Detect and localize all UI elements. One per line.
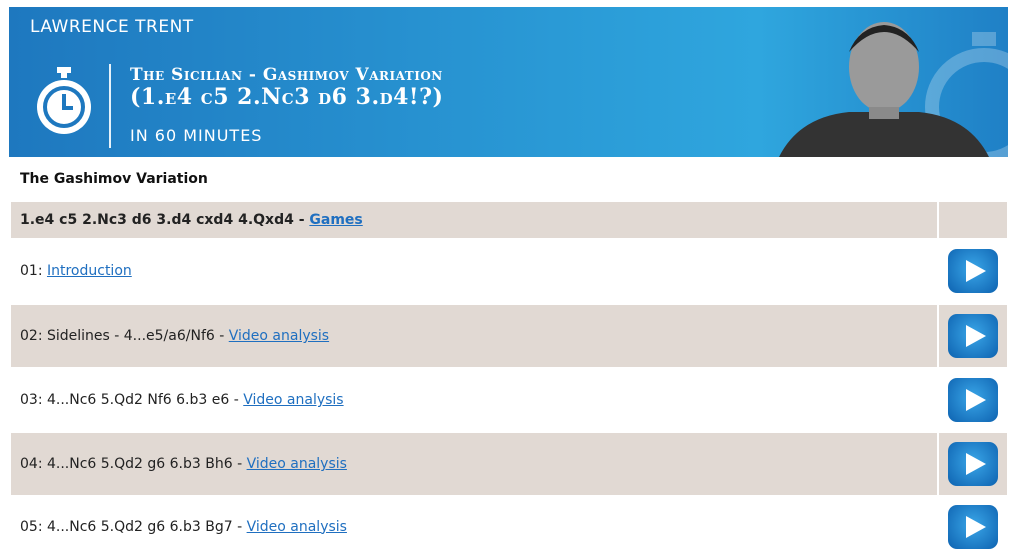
play-button[interactable]: [948, 249, 998, 293]
title-line-2: (1.e4 c5 2.Nc3 d6 3.d4!?): [130, 84, 444, 110]
play-button[interactable]: [948, 442, 998, 486]
title-line-1: The Sicilian - Gashimov Variation: [130, 65, 443, 85]
lesson-text: 05: 4...Nc6 5.Qd2 g6 6.b3 Bg7 -: [20, 518, 247, 535]
play-icon: [965, 389, 986, 411]
play-cell: [939, 369, 1007, 431]
games-link[interactable]: Games: [309, 212, 363, 228]
stopwatch-icon: [37, 67, 91, 134]
lesson-cell: 01: Introduction: [11, 240, 937, 302]
lesson-row: 05: 4...Nc6 5.Qd2 g6 6.b3 Bg7 - Video an…: [11, 497, 1007, 556]
lesson-row: 01: Introduction: [11, 240, 1007, 302]
header-empty-cell: [939, 202, 1007, 238]
lesson-cell: 03: 4...Nc6 5.Qd2 Nf6 6.b3 e6 - Video an…: [11, 369, 937, 431]
lesson-cell: 04: 4...Nc6 5.Qd2 g6 6.b3 Bh6 - Video an…: [11, 433, 937, 495]
course-banner: LAWRENCE TRENT The Sicilian - Gashimov V…: [9, 7, 1008, 157]
lesson-link[interactable]: Video analysis: [246, 518, 347, 535]
play-button[interactable]: [948, 314, 998, 358]
play-icon: [965, 453, 986, 475]
author-photo: [779, 7, 989, 157]
header-cell: 1.e4 c5 2.Nc3 d6 3.d4 cxd4 4.Qxd4 - Game…: [11, 202, 937, 238]
lesson-link[interactable]: Video analysis: [228, 328, 330, 344]
lesson-row: 02: Sidelines - 4...e5/a6/Nf6 - Video an…: [11, 305, 1007, 367]
lesson-text: 04: 4...Nc6 5.Qd2 g6 6.b3 Bh6 -: [20, 456, 247, 472]
header-text: 1.e4 c5 2.Nc3 d6 3.d4 cxd4 4.Qxd4 -: [20, 212, 305, 228]
lesson-link[interactable]: Video analysis: [243, 392, 344, 408]
lesson-text: 02: Sidelines - 4...e5/a6/Nf6 -: [20, 328, 229, 344]
section-title: The Gashimov Variation: [20, 171, 208, 187]
lesson-cell: 02: Sidelines - 4...e5/a6/Nf6 - Video an…: [11, 305, 937, 367]
play-button[interactable]: [948, 378, 998, 422]
play-button[interactable]: [948, 504, 998, 549]
play-cell: [939, 240, 1007, 302]
header-row: 1.e4 c5 2.Nc3 d6 3.d4 cxd4 4.Qxd4 - Game…: [11, 202, 1007, 238]
lesson-text: 03: 4...Nc6 5.Qd2 Nf6 6.b3 e6 -: [20, 392, 244, 408]
author-name: LAWRENCE TRENT: [30, 17, 194, 37]
lesson-text: 01:: [20, 263, 47, 279]
play-cell: [939, 433, 1007, 495]
play-cell: [939, 497, 1007, 556]
play-icon: [965, 325, 986, 347]
lesson-row: 04: 4...Nc6 5.Qd2 g6 6.b3 Bh6 - Video an…: [11, 433, 1007, 495]
lesson-row: 03: 4...Nc6 5.Qd2 Nf6 6.b3 e6 - Video an…: [11, 369, 1007, 431]
divider: [109, 64, 111, 148]
lesson-cell: 05: 4...Nc6 5.Qd2 g6 6.b3 Bg7 - Video an…: [11, 497, 937, 556]
play-icon: [965, 260, 986, 282]
play-cell: [939, 305, 1007, 367]
course-subtitle: IN 60 MINUTES: [130, 126, 263, 145]
stopwatch-watermark-icon: [925, 32, 1008, 157]
lesson-link[interactable]: Introduction: [46, 263, 132, 279]
play-icon: [965, 515, 986, 538]
lesson-link[interactable]: Video analysis: [246, 456, 347, 472]
course-title: The Sicilian - Gashimov Variation (1.e4 c…: [130, 64, 443, 108]
